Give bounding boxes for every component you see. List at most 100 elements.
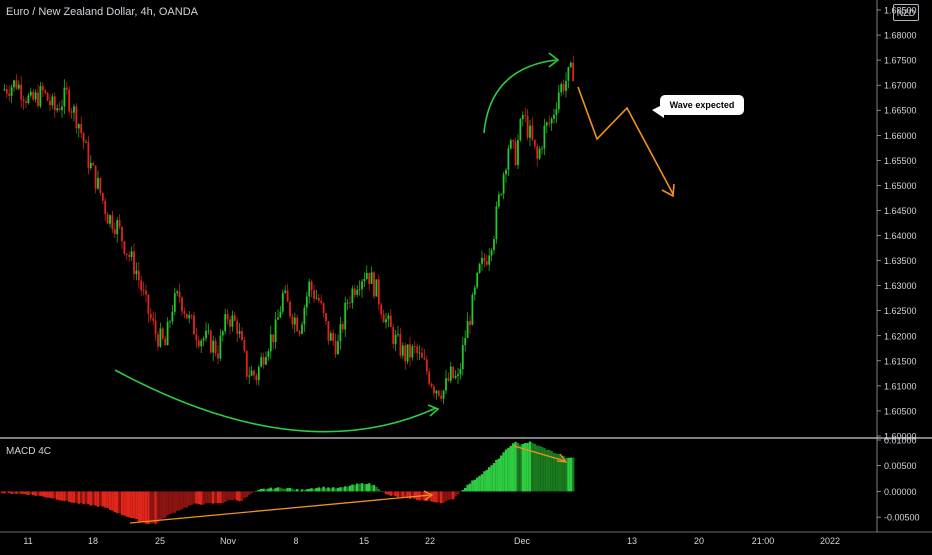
candle-body xyxy=(497,194,500,207)
candle-body xyxy=(94,165,97,189)
macd-bar xyxy=(204,491,208,504)
macd-bar xyxy=(84,491,88,504)
macd-bar xyxy=(552,452,556,492)
macd-bar xyxy=(34,491,37,496)
macd-bar xyxy=(411,491,414,499)
time-tick-label: 2022 xyxy=(820,536,840,546)
candle-body xyxy=(145,290,147,295)
wave-callout[interactable]: Wave expected xyxy=(660,95,744,115)
candle-body xyxy=(226,314,229,320)
macd-bar xyxy=(77,491,80,504)
candle-body xyxy=(87,142,90,169)
macd-bar xyxy=(440,491,443,504)
candle-body xyxy=(353,288,356,295)
candle-body xyxy=(481,257,483,264)
candle-body xyxy=(173,293,176,312)
macd-bar xyxy=(272,488,275,492)
candle-body xyxy=(181,297,183,312)
candle-body xyxy=(267,351,270,357)
macd-bar xyxy=(224,491,227,503)
candle-body xyxy=(190,315,193,317)
candle-body xyxy=(339,324,342,342)
macd-bar xyxy=(562,455,565,492)
candle-body xyxy=(538,148,541,159)
macd-divergence-high-arrowhead xyxy=(556,453,568,463)
macd-bar xyxy=(528,441,532,492)
macd-bar xyxy=(276,487,280,492)
candle-body xyxy=(334,340,337,355)
macd-bar xyxy=(219,491,222,504)
macd-bar xyxy=(161,491,164,519)
macd-bar xyxy=(192,491,196,504)
candle-body xyxy=(128,254,131,257)
candle-body xyxy=(65,87,68,90)
macd-bar xyxy=(125,491,128,517)
macd-bar xyxy=(401,491,404,497)
macd-bar xyxy=(495,459,498,492)
candle-body xyxy=(337,341,339,355)
candle-body xyxy=(466,321,469,339)
candle-body xyxy=(205,330,207,339)
candle-body xyxy=(298,331,301,334)
macd-bar xyxy=(17,491,20,494)
macd-bar xyxy=(396,491,400,498)
macd-bar xyxy=(185,491,188,508)
macd-bar xyxy=(399,491,402,497)
candle-body xyxy=(428,371,431,384)
candle-body xyxy=(41,86,44,91)
candle-body xyxy=(121,226,123,242)
macd-bar xyxy=(310,488,313,492)
macd-bar xyxy=(300,489,304,492)
candle-body xyxy=(346,302,349,304)
candle-body xyxy=(77,124,80,129)
macd-bar xyxy=(231,491,234,501)
candle-body xyxy=(389,315,392,328)
currency-badge[interactable]: NZD xyxy=(893,4,919,21)
candle-body xyxy=(449,366,452,381)
macd-bar xyxy=(476,477,479,492)
macd-bar xyxy=(444,491,448,502)
macd-bar xyxy=(48,491,52,498)
candle-body xyxy=(329,333,332,341)
macd-bar xyxy=(490,465,493,492)
macd-bar xyxy=(113,491,116,513)
candle-body xyxy=(356,289,359,295)
candle-body xyxy=(147,294,150,314)
candle-body xyxy=(332,333,335,341)
price-tick-label: 1.61000 xyxy=(884,381,917,391)
time-tick-label: Nov xyxy=(220,536,237,546)
macd-bar xyxy=(149,491,152,524)
candle-body xyxy=(404,345,407,362)
candle-body xyxy=(514,141,517,166)
macd-bar xyxy=(8,491,11,493)
macd-bar xyxy=(116,491,119,514)
wave-projection xyxy=(577,86,674,195)
candle-body xyxy=(519,119,522,141)
macd-layer xyxy=(0,441,575,524)
candle-body xyxy=(51,96,54,106)
candle-body xyxy=(437,390,440,396)
macd-bar xyxy=(233,491,236,500)
candle-body xyxy=(262,357,265,365)
macd-bar xyxy=(473,479,476,492)
macd-bar xyxy=(557,453,560,492)
macd-bar xyxy=(531,442,534,492)
macd-bar xyxy=(32,491,35,496)
macd-bar xyxy=(92,491,95,506)
time-tick-label: 15 xyxy=(359,536,369,546)
candle-body xyxy=(394,334,397,345)
candle-body xyxy=(548,122,551,124)
candle-body xyxy=(344,302,347,330)
candle-body xyxy=(142,290,145,291)
candle-body xyxy=(457,374,459,377)
candle-body xyxy=(217,353,219,359)
candle-body xyxy=(104,200,107,215)
candle-body xyxy=(229,319,231,327)
candle-body xyxy=(8,93,11,96)
candle-body xyxy=(265,356,267,365)
price-tick-label: 1.60500 xyxy=(884,406,917,416)
macd-bar xyxy=(478,475,481,492)
candle-body xyxy=(493,239,495,251)
